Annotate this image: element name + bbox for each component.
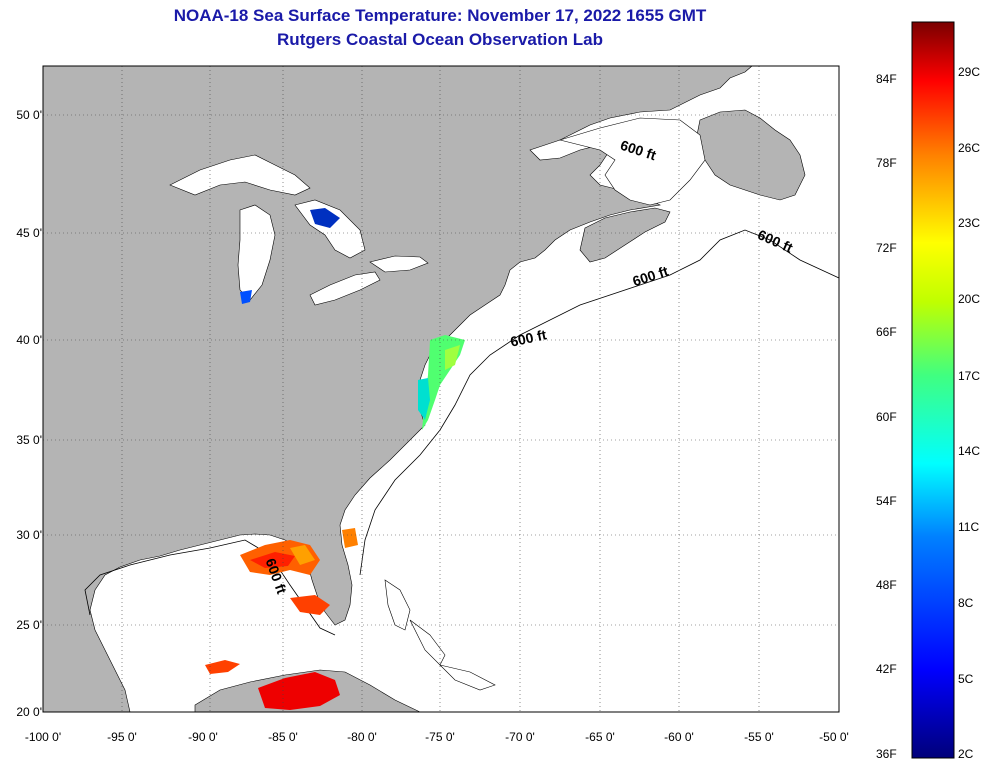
colorbar-label-f: 42F [876,662,897,676]
lat-label: 20 0' [16,705,42,719]
colorbar-label-f: 36F [876,747,897,761]
colorbar-label-c: 23C [958,216,981,230]
lon-label: -70 0' [505,730,535,744]
colorbar-label-c: 8C [958,596,974,610]
colorbar [911,21,955,759]
lon-label: -85 0' [268,730,298,744]
lon-label: -60 0' [664,730,694,744]
lake-superior [169,154,311,196]
lat-label: 45 0' [16,226,42,240]
lon-label: -65 0' [585,730,615,744]
lon-label: -50 0' [819,730,849,744]
lat-label: 50 0' [16,108,42,122]
bahamas-islands [384,579,496,691]
lat-label: 40 0' [16,333,42,347]
colorbar-label-f: 72F [876,241,897,255]
lon-label: -100 0' [24,730,62,744]
lon-label: -95 0' [107,730,137,744]
lat-label: 30 0' [16,528,42,542]
lat-label: 35 0' [16,433,42,447]
graticule [43,66,839,712]
colorbar-label-c: 17C [958,369,981,383]
land-newfoundland [694,109,806,201]
colorbar-label-c: 14C [958,444,981,458]
lake-michigan [237,204,276,301]
colorbar-label-f: 54F [876,494,897,508]
map-subtitle: Rutgers Coastal Ocean Observation Lab [277,30,603,49]
colorbar-label-f: 60F [876,410,897,424]
colorbar-label-f: 78F [876,156,897,170]
map-frame [42,65,840,713]
lon-label: -90 0' [188,730,218,744]
colorbar-label-c: 2C [958,747,974,761]
land-north-america [42,65,753,713]
lon-label: -55 0' [744,730,774,744]
land-nova-scotia [579,207,671,263]
sst-data-patches [205,208,465,710]
colorbar-label-c: 11C [958,520,980,534]
map-title: NOAA-18 Sea Surface Temperature: Novembe… [173,6,707,25]
colorbar-label-c: 29C [958,65,981,79]
lake-ontario [369,255,429,273]
gulf-st-lawrence [558,117,706,206]
colorbar-label-f: 84F [876,72,897,86]
colorbar-label-f: 66F [876,325,897,339]
lat-label: 25 0' [16,618,42,632]
lake-erie [309,271,381,306]
colorbar-label-f: 48F [876,578,897,592]
colorbar-label-c: 26C [958,141,981,155]
lon-label: -75 0' [425,730,455,744]
lon-label: -80 0' [347,730,377,744]
colorbar-label-c: 20C [958,292,981,306]
colorbar-label-c: 5C [958,672,974,686]
